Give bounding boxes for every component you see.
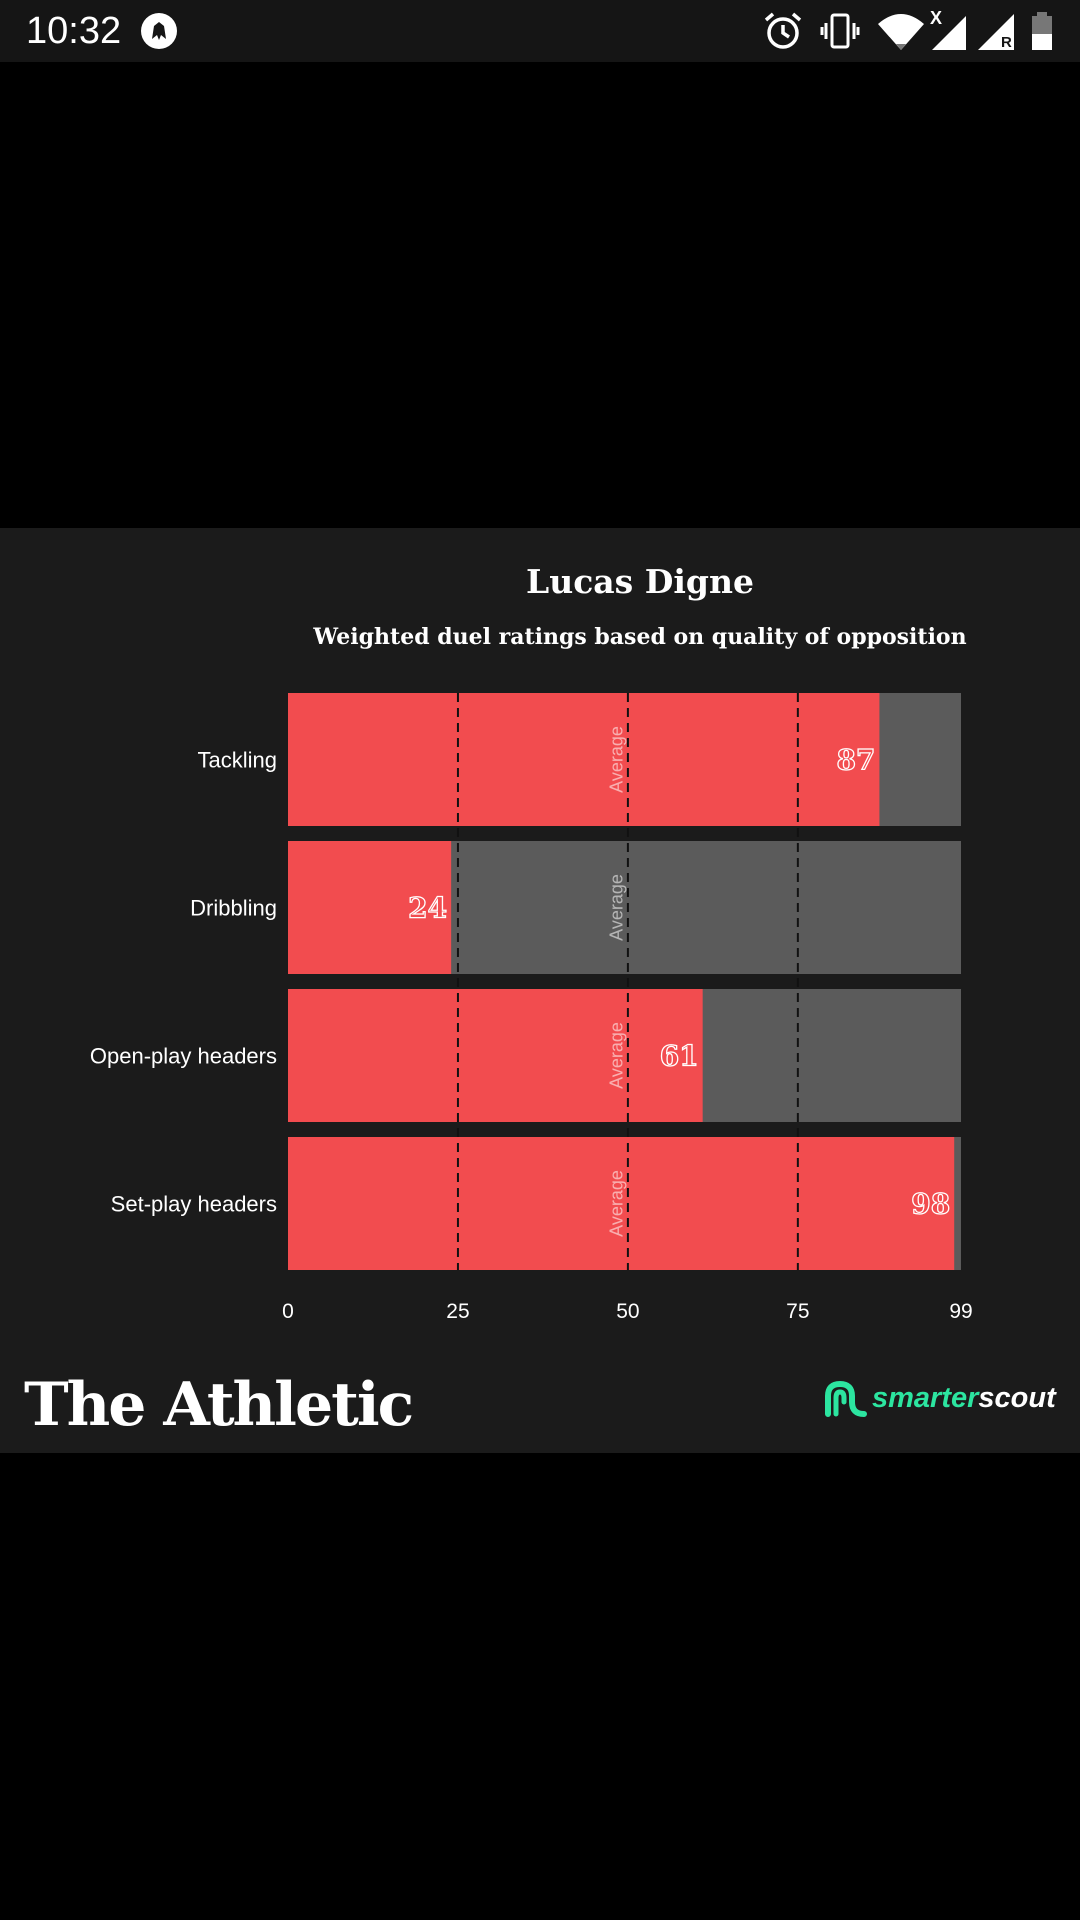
wifi-icon [878,14,924,50]
roaming-label: R [1001,34,1012,51]
the-athletic-logo: The Athletic [24,1370,414,1440]
bar-value [288,989,703,1122]
smarterscout-suffix: scout [978,1382,1056,1414]
status-bar: 10:32 X R [0,0,1080,62]
x-tick-label: 75 [786,1300,809,1323]
smarterscout-wordmark: smarterscout [872,1380,1056,1416]
chart-subtitle: Weighted duel ratings based on quality o… [313,624,967,650]
average-label: Average [607,1170,627,1237]
x-tick-label: 25 [446,1300,469,1323]
alarm-icon [764,12,802,49]
club-badge-icon [141,13,177,49]
bar-value [288,1137,955,1270]
vibrate-icon [820,13,860,49]
value-label: 98 [911,1188,950,1221]
value-label: 61 [660,1040,699,1073]
status-time: 10:32 [26,10,122,52]
signal-icon [932,16,966,50]
average-label: Average [607,874,627,941]
category-label: Set-play headers [111,1192,277,1217]
battery-icon [1032,12,1052,50]
bar-value [288,841,452,974]
x-tick-label: 99 [949,1300,972,1323]
smarterscout-icon [825,1380,867,1417]
x-tick-label: 0 [282,1300,294,1323]
smarterscout-prefix: smarter [872,1382,979,1414]
average-label: Average [607,726,627,793]
category-label: Tackling [198,748,277,773]
x-tick-label: 50 [616,1300,639,1323]
signal-roaming-icon [978,14,1014,50]
category-label: Dribbling [190,896,277,921]
average-label: Average [607,1022,627,1089]
value-label: 24 [408,892,447,925]
chart-title: Lucas Digne [526,562,754,601]
value-label: 87 [836,744,875,777]
category-label: Open-play headers [90,1044,277,1069]
bar-value [288,693,880,826]
no-data-label: X [930,8,943,28]
